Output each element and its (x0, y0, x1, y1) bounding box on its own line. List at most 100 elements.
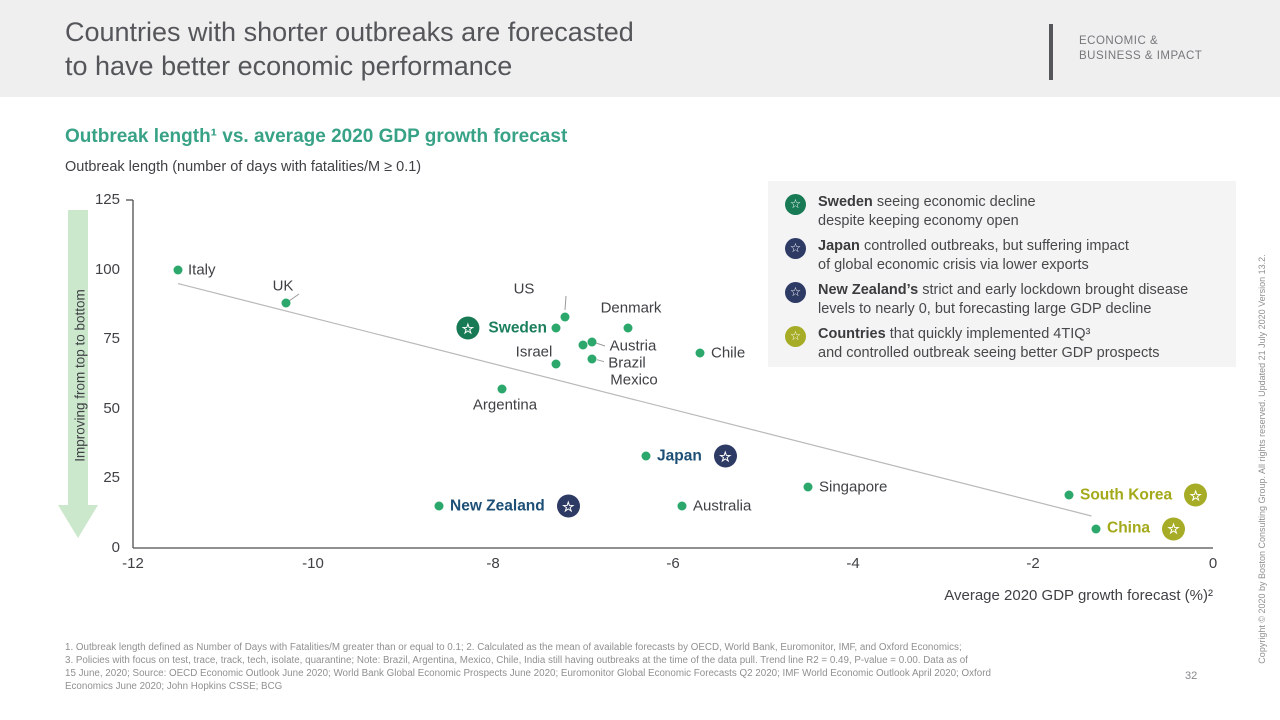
country-label-text: Denmark (600, 299, 662, 317)
y-tick-label: 75 (103, 330, 120, 348)
annotation-bold-lead: Sweden (818, 194, 873, 210)
data-point-label: Argentina (473, 397, 537, 414)
annotation-panel: ☆ Sweden seeing economic decline despite k… (768, 181, 1236, 367)
country-label-text: China (1107, 519, 1151, 537)
leader-line (596, 359, 605, 363)
country-label-text: UK (272, 277, 294, 295)
program-divider (1049, 24, 1053, 80)
annotation-text-line2: levels to nearly 0, but forecasting larg… (818, 301, 1152, 317)
annotation-text-line2: despite keeping economy open (818, 213, 1019, 229)
copyright-vertical: Copyright © 2020 by Boston Consulting Gr… (1257, 254, 1267, 664)
x-tick-label: -12 (122, 555, 144, 572)
data-point-label: Australia (693, 498, 751, 515)
data-point-label: South Korea ☆ (1080, 483, 1208, 507)
country-label-text: Argentina (472, 396, 538, 414)
footnotes: 1. Outbreak length defined as Number of … (65, 641, 991, 693)
x-tick-label: -10 (302, 555, 324, 572)
header-band (0, 0, 1280, 97)
data-point-dot (1091, 524, 1101, 533)
annotation-item: ☆ Sweden seeing economic decline despite k… (785, 193, 1222, 231)
annotation-text-rest: that quickly implemented 4TIQ³ (885, 326, 1091, 342)
star-badge-icon: ☆ (785, 326, 806, 347)
annotation-text-line2: and controlled outbreak seeing better GD… (818, 345, 1160, 361)
x-tick-label: -8 (486, 555, 500, 572)
data-point-dot (560, 312, 570, 322)
footnote-line: 1. Outbreak length defined as Number of … (65, 642, 962, 653)
x-tick-label: 0 (1208, 555, 1218, 572)
annotation-bold-lead: Japan (818, 238, 860, 254)
country-label-text: US (513, 280, 535, 298)
data-point-dot (803, 482, 813, 492)
data-point-label: New Zealand ☆ (450, 494, 580, 518)
annotation-text-rest: strict and early lockdown brought diseas… (918, 282, 1189, 298)
y-tick-label: 100 (94, 260, 120, 278)
leader-line (288, 293, 300, 302)
data-point-dot (173, 265, 183, 275)
country-label-text: Australia (693, 497, 752, 515)
footnote-line: 3. Policies with focus on test, trace, t… (65, 655, 968, 666)
country-label-text: Singapore (819, 478, 888, 496)
annotation-item: ☆ New Zealand’s strict and early lockdown… (785, 281, 1222, 319)
data-point-label: ☆ Sweden (456, 316, 547, 340)
y-tick-label: 0 (111, 539, 120, 556)
program-label: ECONOMIC & BUSINESS & IMPACT (1079, 35, 1203, 62)
annotation-text: Countries that quickly implemented 4TIQ³… (818, 325, 1160, 363)
data-point-dot (677, 501, 687, 511)
x-tick-label: -4 (846, 555, 860, 572)
star-badge-icon: ☆ (785, 282, 806, 303)
y-tick-label: 125 (94, 191, 120, 208)
data-point-dot (551, 359, 561, 369)
data-point-dot (1064, 490, 1074, 500)
star-badge-icon: ☆ (785, 238, 806, 259)
x-tick-label: -6 (666, 555, 680, 572)
annotation-text: Japan controlled outbreaks, but sufferin… (818, 237, 1129, 275)
leader-line (564, 295, 567, 310)
data-point-dot (551, 323, 561, 333)
star-badge-icon: ☆ (456, 316, 480, 340)
star-badge-icon: ☆ (713, 444, 737, 468)
star-badge-icon: ☆ (1162, 517, 1186, 540)
data-point-dot (578, 340, 588, 350)
country-label-text: Chile (711, 344, 746, 362)
x-tick-label: -2 (1026, 555, 1040, 572)
data-point-dot (587, 354, 597, 364)
annotation-bold-lead: New Zealand’s (818, 282, 919, 298)
data-point-dot (497, 384, 507, 394)
program-label-block: ECONOMIC & BUSINESS & IMPACT (1049, 24, 1202, 80)
data-point-label: China ☆ (1107, 517, 1186, 540)
data-point-label: US (514, 280, 535, 297)
country-label-text: Mexico (610, 371, 658, 389)
data-point-label: Mexico (610, 371, 658, 388)
data-point-label: Brazil (608, 354, 646, 371)
data-point-label: UK (273, 278, 294, 295)
page-number: 32 (1185, 670, 1198, 682)
data-point-dot (434, 501, 444, 511)
annotation-bold-lead: Countries (818, 326, 886, 342)
data-point-dot (623, 323, 633, 333)
data-point-label: Japan ☆ (657, 444, 737, 468)
annotation-text: New Zealand’s strict and early lockdown … (818, 281, 1188, 319)
country-label-text: New Zealand (450, 497, 545, 515)
data-point-dot (587, 337, 597, 347)
data-point-dot (281, 298, 291, 308)
chart-title: Outbreak length¹ vs. average 2020 GDP gr… (65, 126, 568, 147)
annotation-item: ☆ Countries that quickly implemented 4TIQ… (785, 325, 1222, 363)
data-point-label: Austria (610, 337, 657, 354)
annotation-text-rest: seeing economic decline (872, 194, 1036, 210)
y-tick-label: 50 (103, 399, 120, 417)
country-label-text: Sweden (488, 319, 547, 337)
chart-subtitle: Outbreak length (number of days with fat… (65, 159, 422, 175)
country-label-text: Japan (657, 447, 702, 465)
footnote-line: 15 June, 2020; Source: OECD Economic Out… (65, 668, 991, 679)
footnote-line: Economics June 2020; John Hopkins CSSE; … (65, 681, 283, 692)
improvement-arrow (58, 210, 98, 538)
country-label-text: South Korea (1080, 486, 1173, 504)
star-badge-icon: ☆ (556, 494, 580, 518)
trend-line (177, 282, 1092, 517)
star-badge-icon: ☆ (785, 194, 806, 215)
data-point-label: Chile (711, 345, 745, 362)
slide-title-line1: Countries with shorter outbreaks are for… (65, 17, 634, 47)
data-point-label: Israel (516, 344, 553, 361)
